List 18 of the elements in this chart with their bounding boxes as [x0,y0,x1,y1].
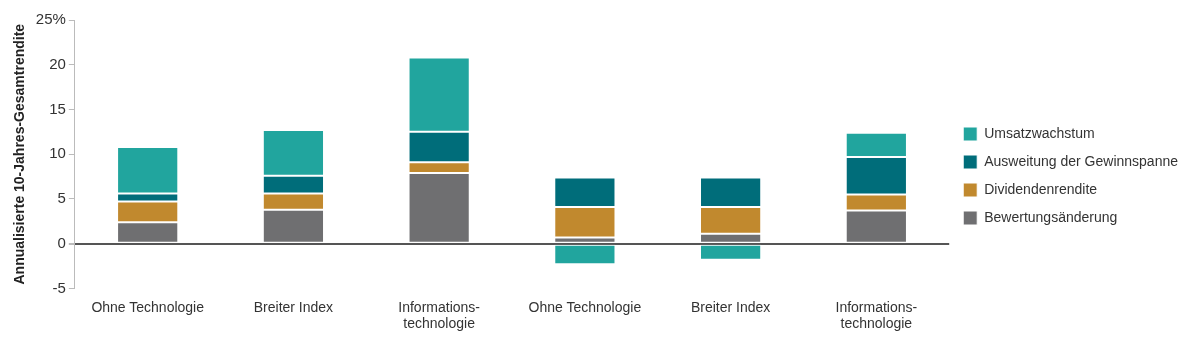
legend-label: Ausweitung der Gewinnspanne [984,152,1179,169]
y-tick-label: 10 [49,144,66,162]
legend-label: Bewertungsänderung [984,208,1118,225]
y-tick-label: 25% [35,10,66,28]
x-tick-label: Informations- technologie [398,298,481,332]
y-tick-label: 15 [49,99,66,117]
x-tick-label: Informations- technologie [835,298,918,332]
x-tick-label: Breiter Index [253,298,334,315]
legend-label: Dividendenrendite [984,180,1098,197]
y-tick-label: 5 [57,189,66,207]
x-tick-label: Ohne Technologie [528,298,642,315]
x-tick-label: Breiter Index [690,298,771,315]
y-tick-label: -5 [52,278,66,296]
y-tick-label: 20 [49,54,66,72]
legend-label: Umsatzwachstum [984,124,1095,141]
y-tick-label: 0 [57,233,66,251]
y-axis-title: Annualisierte 10-Jahres-Gesamtrendite [11,23,28,285]
x-tick-label: Ohne Technologie [91,298,205,315]
